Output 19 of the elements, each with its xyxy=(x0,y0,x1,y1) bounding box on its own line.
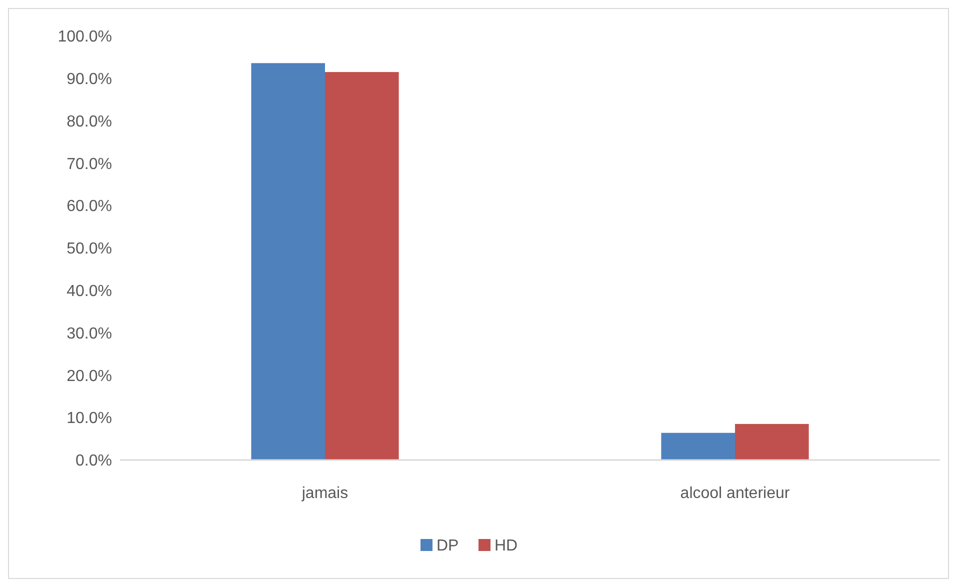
bar xyxy=(661,432,735,460)
y-tick-label: 0.0% xyxy=(76,452,112,470)
y-tick-label: 30.0% xyxy=(66,325,112,342)
x-tick-label: alcool anterieur xyxy=(680,485,790,502)
y-tick-label: 60.0% xyxy=(66,198,112,216)
bar xyxy=(735,424,809,460)
y-tick-label: 20.0% xyxy=(66,368,112,385)
y-tick-label: 100.0% xyxy=(58,28,112,46)
y-tick-label: 90.0% xyxy=(66,71,112,88)
y-tick-label: 50.0% xyxy=(66,240,112,258)
bar xyxy=(325,72,399,460)
y-tick-label: 10.0% xyxy=(66,410,112,428)
legend-label: DP xyxy=(436,538,459,555)
y-tick-label: 70.0% xyxy=(66,156,112,173)
y-tick-label: 40.0% xyxy=(66,283,112,300)
legend-label: HD xyxy=(494,538,518,555)
y-tick-label: 80.0% xyxy=(66,113,112,130)
bar xyxy=(251,63,325,460)
x-tick-label: jamais xyxy=(300,485,348,502)
